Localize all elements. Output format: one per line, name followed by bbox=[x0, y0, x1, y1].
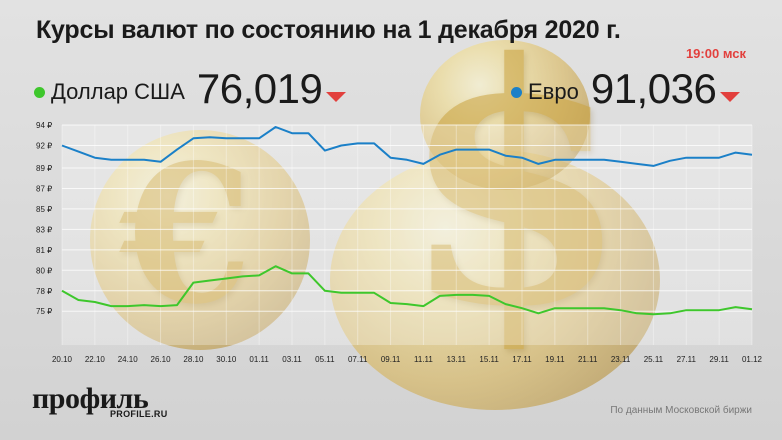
timestamp: 19:00 мск bbox=[685, 46, 746, 61]
y-tick-label: 75 ₽ bbox=[36, 307, 52, 316]
x-tick-label: 21.11 bbox=[578, 355, 598, 364]
background-coin bbox=[90, 130, 310, 350]
x-tick-label: 27.11 bbox=[677, 355, 697, 364]
logo: профиль bbox=[32, 382, 149, 415]
x-tick-label: 25.11 bbox=[644, 355, 664, 364]
x-tick-label: 07.11 bbox=[348, 355, 368, 364]
down-arrow-icon bbox=[720, 92, 741, 102]
plot-area bbox=[62, 125, 752, 345]
legend-usd: Доллар США 76,019 bbox=[34, 65, 347, 112]
y-tick-label: 85 ₽ bbox=[36, 205, 52, 214]
y-tick-label: 89 ₽ bbox=[36, 164, 52, 173]
usd-value: 76,019 bbox=[196, 65, 323, 112]
euro-sign-decoration-icon: € bbox=[120, 140, 252, 330]
x-tick-label: 05.11 bbox=[315, 355, 335, 364]
source-note: По данным Московской биржи bbox=[610, 405, 752, 416]
y-tick-label: 81 ₽ bbox=[36, 246, 52, 255]
x-tick-label: 30.10 bbox=[216, 355, 237, 364]
y-tick-label: 92 ₽ bbox=[36, 141, 52, 150]
y-tick-label: 94 ₽ bbox=[36, 121, 52, 130]
y-tick-label: 83 ₽ bbox=[36, 225, 52, 234]
page-title: Курсы валют по состоянию на 1 декабря 20… bbox=[36, 16, 621, 44]
x-tick-label: 19.11 bbox=[545, 355, 565, 364]
eur-label: Евро bbox=[528, 79, 579, 104]
x-tick-label: 26.10 bbox=[151, 355, 172, 364]
x-tick-label: 15.11 bbox=[479, 355, 499, 364]
x-tick-label: 17.11 bbox=[512, 355, 532, 364]
x-tick-label: 24.10 bbox=[118, 355, 139, 364]
legend-eur: Евро 91,036 bbox=[511, 65, 741, 112]
x-tick-label: 20.10 bbox=[52, 355, 73, 364]
x-tick-label: 29.11 bbox=[709, 355, 729, 364]
x-tick-label: 22.10 bbox=[85, 355, 106, 364]
y-tick-label: 80 ₽ bbox=[36, 266, 52, 275]
x-tick-label: 09.11 bbox=[381, 355, 401, 364]
y-tick-label: 87 ₽ bbox=[36, 184, 52, 193]
x-tick-label: 03.11 bbox=[282, 355, 302, 364]
eur-color-dot bbox=[511, 87, 522, 98]
exchange-rate-chart: 94 ₽ 92 ₽ 89 ₽ 87 ₽ 85 ₽ 83 ₽ 81 ₽ 80 ₽ 78 ₽ 75 ₽… bbox=[36, 121, 763, 364]
dollar-sign-decoration-icon: $ bbox=[400, 20, 630, 350]
series-line-usd bbox=[61, 265, 753, 316]
series-line-eur bbox=[61, 126, 753, 167]
y-tick-label: 78 ₽ bbox=[36, 287, 52, 296]
x-tick-label: 23.11 bbox=[611, 355, 631, 364]
background-coin bbox=[420, 40, 590, 190]
usd-label: Доллар США bbox=[51, 79, 185, 104]
background-coin bbox=[330, 150, 660, 410]
logo-subtitle: PROFILE.RU bbox=[110, 409, 168, 419]
x-tick-label: 01.11 bbox=[249, 355, 269, 364]
x-tick-label: 11.11 bbox=[414, 355, 433, 364]
x-tick-label: 28.10 bbox=[183, 355, 204, 364]
down-arrow-icon bbox=[326, 92, 347, 102]
eur-value: 91,036 bbox=[590, 65, 717, 112]
usd-color-dot bbox=[34, 87, 45, 98]
x-tick-label: 13.11 bbox=[447, 355, 467, 364]
x-tick-label: 01.12 bbox=[742, 355, 763, 364]
